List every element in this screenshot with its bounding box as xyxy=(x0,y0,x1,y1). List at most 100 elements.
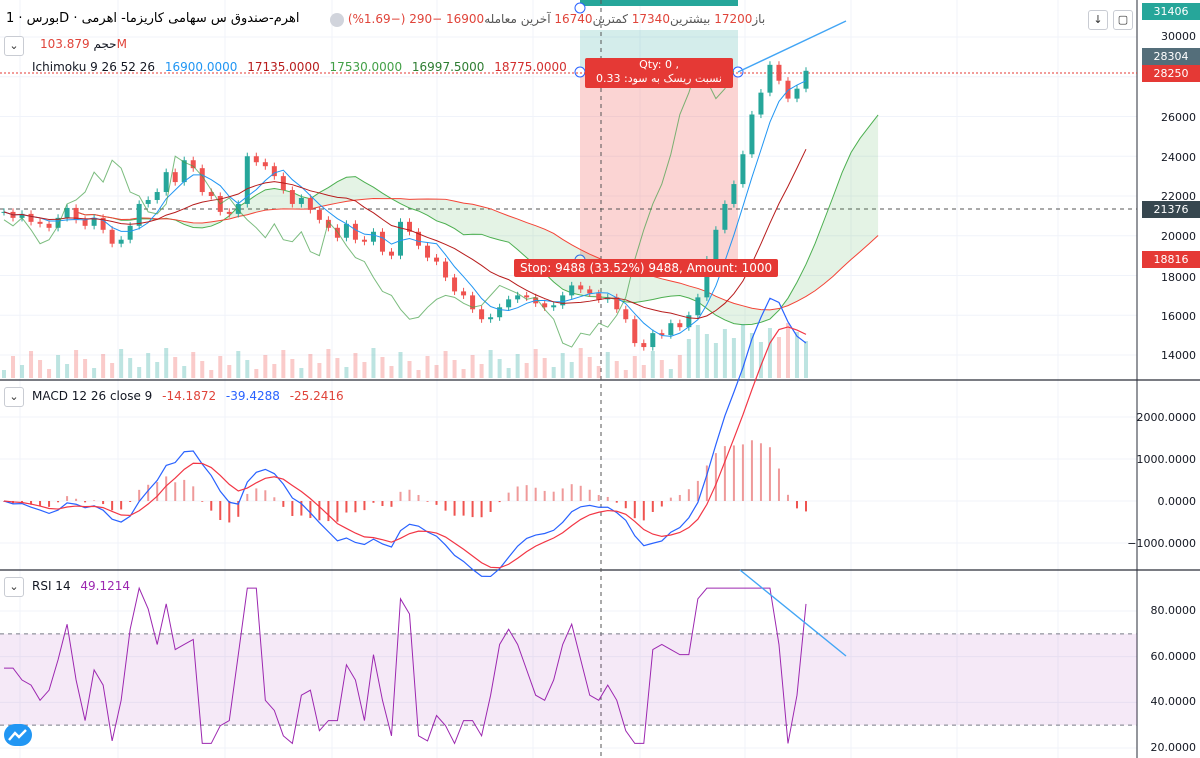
macd-histogram-bar xyxy=(777,468,780,501)
order-stop-label[interactable]: Stop: 9488 (33.52%) 9488, Amount: 1000 xyxy=(514,259,779,277)
candle-body xyxy=(100,217,106,230)
candle-body xyxy=(325,219,331,228)
ichimoku-v1: 16900.0000 xyxy=(164,60,238,74)
volume-bar xyxy=(74,350,79,378)
macd-histogram-bar xyxy=(570,484,573,501)
candle-body xyxy=(722,203,728,230)
volume-bar xyxy=(380,357,385,378)
volume-bar xyxy=(434,365,439,378)
price-tick: 24000 xyxy=(1161,151,1196,164)
symbol-title[interactable]: بورس · 1D · اهرم-صندوق س سهامی کاریزما- … xyxy=(6,11,300,26)
volume-bar xyxy=(389,366,394,378)
candle-body xyxy=(190,160,196,169)
volume-bar xyxy=(776,337,781,378)
macd-histogram-bar xyxy=(381,501,384,507)
volume-bar xyxy=(83,359,88,378)
volume-bar xyxy=(65,364,70,378)
volume-bar xyxy=(785,323,790,378)
macd-v3: -25.2416 xyxy=(289,389,344,403)
candle-body xyxy=(208,192,214,196)
candle-body xyxy=(713,229,719,260)
candle-body xyxy=(623,309,629,320)
volume-bar xyxy=(533,349,538,378)
price-badge-2: 28250 xyxy=(1142,65,1200,82)
candle-body xyxy=(307,197,313,210)
candle-body xyxy=(289,190,295,204)
volume-bar xyxy=(794,332,799,378)
volume-bar xyxy=(695,325,700,378)
candle-body xyxy=(37,221,43,224)
macd-collapse-button[interactable]: ⌄ xyxy=(4,387,24,407)
macd-histogram-bar xyxy=(309,501,312,519)
volume-bar xyxy=(443,351,448,378)
rsi-tick: 60.0000 xyxy=(1150,650,1197,663)
volume-bar xyxy=(416,370,421,378)
candle-body xyxy=(596,293,602,300)
collapse-pane-button[interactable]: ⌄ xyxy=(4,36,24,56)
volume-label: حجم xyxy=(93,37,117,51)
candle-body xyxy=(244,156,250,204)
candle-body xyxy=(614,297,620,310)
macd-histogram-bar xyxy=(336,501,339,522)
volume-bar xyxy=(749,333,754,378)
ichimoku-name: Ichimoku 9 26 52 26 xyxy=(32,60,155,74)
handle-left xyxy=(574,66,586,78)
candle-body xyxy=(695,297,701,316)
handle-target xyxy=(574,2,586,14)
volume-bar xyxy=(722,329,727,378)
volume-bar xyxy=(596,366,601,378)
candle-body xyxy=(316,209,322,220)
macd-histogram-bar xyxy=(606,496,609,501)
macd-histogram-bar xyxy=(408,489,411,501)
volume-bar xyxy=(515,354,520,378)
macd-histogram-bar xyxy=(642,501,645,521)
price-tick: 22000 xyxy=(1161,190,1196,203)
volume-bar xyxy=(650,351,655,378)
candle-body xyxy=(407,221,413,232)
candle-body xyxy=(479,309,485,320)
macd-histogram-bar xyxy=(228,501,231,523)
candle-body xyxy=(668,323,674,336)
volume-bar xyxy=(804,341,808,378)
macd-histogram-bar xyxy=(462,501,465,516)
volume-bar xyxy=(731,338,736,378)
order-ratio-box[interactable]: Qty: 0 , نسبت ریسک به سود: 0.33 xyxy=(585,58,733,88)
rsi-collapse-button[interactable]: ⌄ xyxy=(4,577,24,597)
volume-bar xyxy=(155,362,160,378)
candle-body xyxy=(740,154,746,185)
macd-histogram-bar xyxy=(714,453,717,501)
price-badge-4: 18816 xyxy=(1142,251,1200,268)
candle-body xyxy=(569,285,575,296)
macd-legend: MACD 12 26 close 9 -14.1872 -39.4288 -25… xyxy=(32,389,344,403)
signal-line xyxy=(3,326,807,569)
volume-bar xyxy=(326,349,331,378)
order-qty: Qty: 0 , xyxy=(639,58,679,71)
volume-bar xyxy=(713,343,718,378)
price-tick: 30000 xyxy=(1161,30,1196,43)
macd-histogram-bar xyxy=(624,501,627,509)
volume-bar xyxy=(92,368,97,378)
candle-body xyxy=(154,192,160,200)
trend-line-price xyxy=(737,20,847,73)
macd-histogram-bar xyxy=(246,493,249,501)
candle-body xyxy=(767,64,773,93)
volume-bar xyxy=(569,362,574,378)
volume-bar xyxy=(605,352,610,378)
volume-bar xyxy=(758,342,763,378)
macd-histogram-bar xyxy=(111,501,114,511)
candle-body xyxy=(794,88,800,99)
volume-bar xyxy=(173,357,178,378)
candle-body xyxy=(776,64,782,81)
kumo-cloud xyxy=(76,114,879,325)
price-badge-1: 28304 xyxy=(1142,48,1200,65)
volume-bar xyxy=(560,353,565,378)
macd-histogram-bar xyxy=(453,501,456,516)
macd-histogram-bar xyxy=(768,447,771,501)
candle-body xyxy=(785,80,791,99)
maximize-icon[interactable]: ▢ xyxy=(1113,10,1133,30)
macd-histogram-bar xyxy=(273,497,276,501)
volume-bar xyxy=(344,367,349,378)
macd-histogram-bar xyxy=(363,501,366,511)
arrow-down-icon[interactable]: ↓ xyxy=(1088,10,1108,30)
